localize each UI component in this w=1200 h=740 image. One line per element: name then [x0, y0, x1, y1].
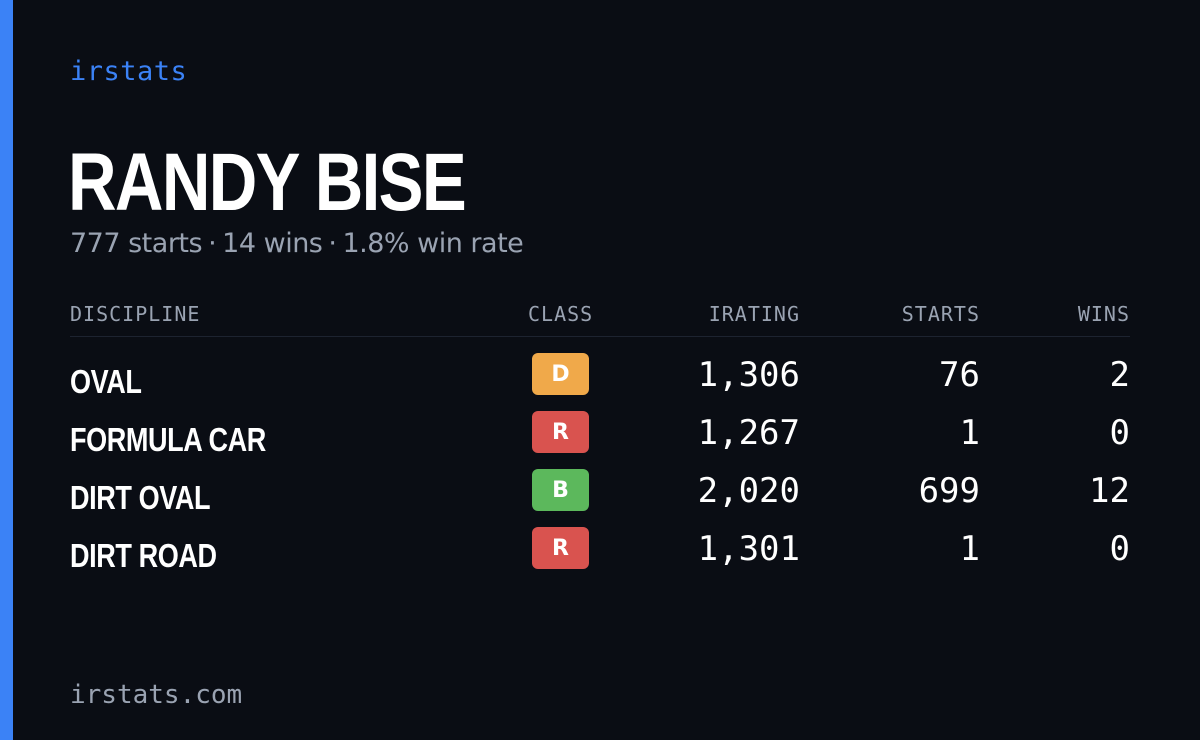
table-body: OVAL D 1,306 76 2 FORMULA CAR R 1,267 1 …	[70, 353, 1130, 585]
wins-value: 0	[1109, 413, 1130, 453]
starts-summary: 777 starts	[70, 228, 203, 259]
class-badge: R	[532, 527, 589, 569]
starts-value: 1	[959, 413, 980, 453]
summary-separator: ·	[328, 228, 337, 259]
class-badge: D	[532, 353, 589, 395]
table-row: OVAL D 1,306 76 2	[70, 353, 1130, 411]
wins-value: 2	[1109, 355, 1130, 395]
header-class: CLASS	[528, 302, 594, 326]
footer-site-url[interactable]: irstats.com	[70, 680, 243, 710]
irating-value: 1,306	[697, 355, 800, 395]
table-row: FORMULA CAR R 1,267 1 0	[70, 411, 1130, 469]
irating-value: 2,020	[697, 471, 800, 511]
header-starts: STARTS	[901, 302, 980, 326]
player-name: RANDY BISE	[68, 137, 467, 228]
win-rate-summary: 1.8% win rate	[342, 228, 524, 259]
discipline-name: DIRT ROAD	[70, 537, 217, 574]
starts-value: 76	[939, 355, 980, 395]
summary-separator: ·	[208, 228, 217, 259]
discipline-name: FORMULA CAR	[70, 421, 266, 458]
irating-value: 1,301	[697, 529, 800, 569]
header-discipline: DISCIPLINE	[70, 302, 201, 326]
table-row: DIRT OVAL B 2,020 699 12	[70, 469, 1130, 527]
brand-logo: irstats	[70, 56, 188, 87]
wins-value: 12	[1089, 471, 1130, 511]
starts-value: 1	[959, 529, 980, 569]
wins-value: 0	[1109, 529, 1130, 569]
table-row: DIRT ROAD R 1,301 1 0	[70, 527, 1130, 585]
table-header: DISCIPLINE CLASS IRATING STARTS WINS	[70, 298, 1130, 337]
discipline-name: DIRT OVAL	[70, 479, 211, 516]
class-badge: R	[532, 411, 589, 453]
discipline-name: OVAL	[70, 363, 142, 400]
wins-summary: 14 wins	[222, 228, 323, 259]
starts-value: 699	[918, 471, 980, 511]
stats-table: DISCIPLINE CLASS IRATING STARTS WINS OVA…	[70, 298, 1130, 585]
class-badge: B	[532, 469, 589, 511]
accent-bar	[0, 0, 13, 740]
player-summary: 777 starts · 14 wins · 1.8% win rate	[70, 228, 524, 259]
header-wins: WINS	[1077, 302, 1130, 326]
irating-value: 1,267	[697, 413, 800, 453]
header-irating: IRATING	[708, 302, 800, 326]
